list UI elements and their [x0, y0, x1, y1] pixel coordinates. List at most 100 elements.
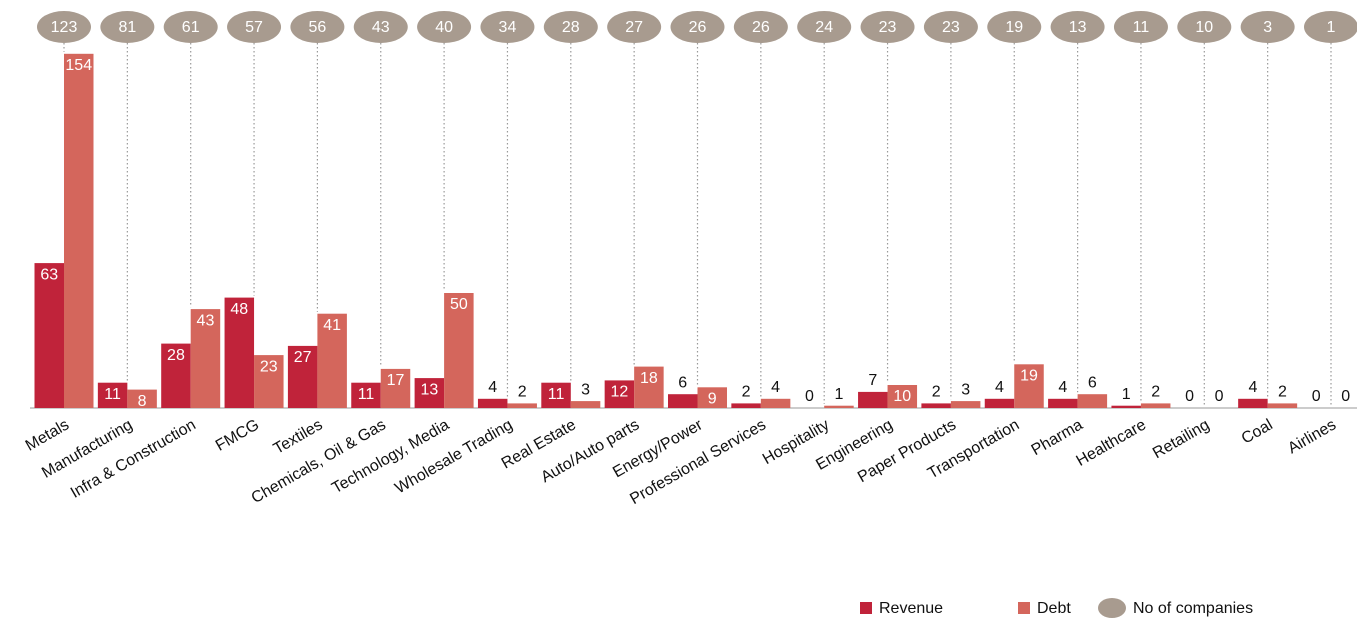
bar [1077, 394, 1108, 408]
company-count [987, 11, 1042, 43]
company-label: 13 [1069, 19, 1087, 36]
bar [731, 403, 761, 408]
value-label: 18 [640, 370, 658, 387]
company-label: 27 [625, 19, 643, 36]
value-label: 9 [708, 391, 717, 408]
value-label: 10 [893, 388, 911, 405]
value-label: 0 [1185, 388, 1194, 405]
x-tick-label: Airlines [1285, 416, 1339, 457]
company-count [37, 11, 91, 43]
bar [317, 313, 347, 408]
value-label: 7 [868, 372, 877, 389]
company-count [1050, 11, 1105, 43]
company-label: 23 [879, 19, 897, 36]
value-label: 13 [420, 381, 438, 398]
value-label: 2 [932, 384, 941, 401]
value-label: 12 [611, 384, 629, 401]
bar [950, 401, 981, 408]
x-tick-label: Retailing [1150, 416, 1212, 462]
x-tick-label: Wholesale Trading [392, 416, 515, 497]
value-label: 4 [995, 379, 1004, 396]
bar [921, 403, 951, 408]
value-label: 6 [678, 374, 687, 391]
bar [697, 387, 727, 408]
bar [541, 382, 571, 408]
legend-swatch [860, 602, 872, 614]
value-label: 0 [1215, 388, 1224, 405]
bar [634, 366, 664, 408]
bar [604, 380, 635, 408]
company-count [1304, 11, 1357, 43]
value-label: 0 [805, 388, 814, 405]
legend-label: Debt [1037, 600, 1071, 617]
company-count [543, 11, 598, 43]
value-label: 3 [961, 381, 970, 398]
company-count [607, 11, 662, 43]
value-label: 4 [771, 379, 780, 396]
value-label: 0 [1312, 388, 1321, 405]
value-label: 63 [40, 266, 58, 283]
bar [254, 355, 284, 408]
company-count [670, 11, 725, 43]
company-label: 123 [51, 19, 78, 36]
bar [858, 391, 888, 408]
value-label: 19 [1020, 368, 1038, 385]
value-label: 0 [1341, 388, 1350, 405]
value-label: 11 [104, 386, 121, 403]
value-label: 4 [1248, 379, 1257, 396]
company-label: 23 [942, 19, 960, 36]
value-label: 2 [1151, 384, 1160, 401]
company-label: 34 [499, 19, 517, 36]
value-label: 1 [834, 386, 843, 403]
bar [1267, 403, 1298, 408]
bar [1014, 364, 1044, 408]
bar [190, 309, 221, 408]
bar [161, 343, 191, 408]
bar [224, 297, 255, 408]
value-label: 28 [167, 347, 185, 364]
value-label: 43 [197, 312, 215, 329]
company-label: 43 [372, 19, 390, 36]
legend-swatch [1098, 598, 1126, 618]
bar [477, 398, 508, 408]
company-count [923, 11, 978, 43]
bar [34, 263, 64, 408]
company-label: 11 [1133, 19, 1150, 36]
x-tick-label: FMCG [213, 416, 262, 454]
legend-swatch [1018, 602, 1030, 614]
x-tick-label: Textiles [271, 416, 326, 457]
value-label: 17 [387, 372, 405, 389]
company-label: 28 [562, 19, 580, 36]
company-label: 3 [1263, 19, 1272, 36]
company-count [227, 11, 282, 43]
value-label: 6 [1088, 374, 1097, 391]
value-label: 2 [518, 384, 527, 401]
company-label: 24 [815, 19, 833, 36]
value-label: 50 [450, 296, 468, 313]
bar [760, 398, 791, 408]
bar [824, 405, 854, 408]
company-label: 1 [1327, 19, 1336, 36]
value-label: 3 [581, 381, 590, 398]
value-label: 1 [1122, 386, 1131, 403]
bar [1238, 398, 1268, 408]
company-label: 81 [118, 19, 136, 36]
company-label: 26 [752, 19, 770, 36]
bar [887, 385, 918, 408]
company-count [163, 11, 218, 43]
company-label: 26 [689, 19, 707, 36]
x-tick-label: Metals [23, 416, 72, 454]
company-count [290, 11, 345, 43]
bar [1111, 405, 1141, 408]
legend-label: No of companies [1133, 600, 1253, 617]
bar [1140, 403, 1171, 408]
value-label: 11 [358, 386, 375, 403]
value-label: 23 [260, 358, 278, 375]
value-label: 4 [1058, 379, 1067, 396]
company-label: 57 [245, 19, 263, 36]
bar [1048, 398, 1078, 408]
bar [668, 394, 698, 408]
company-label: 10 [1195, 19, 1213, 36]
value-label: 11 [548, 386, 565, 403]
